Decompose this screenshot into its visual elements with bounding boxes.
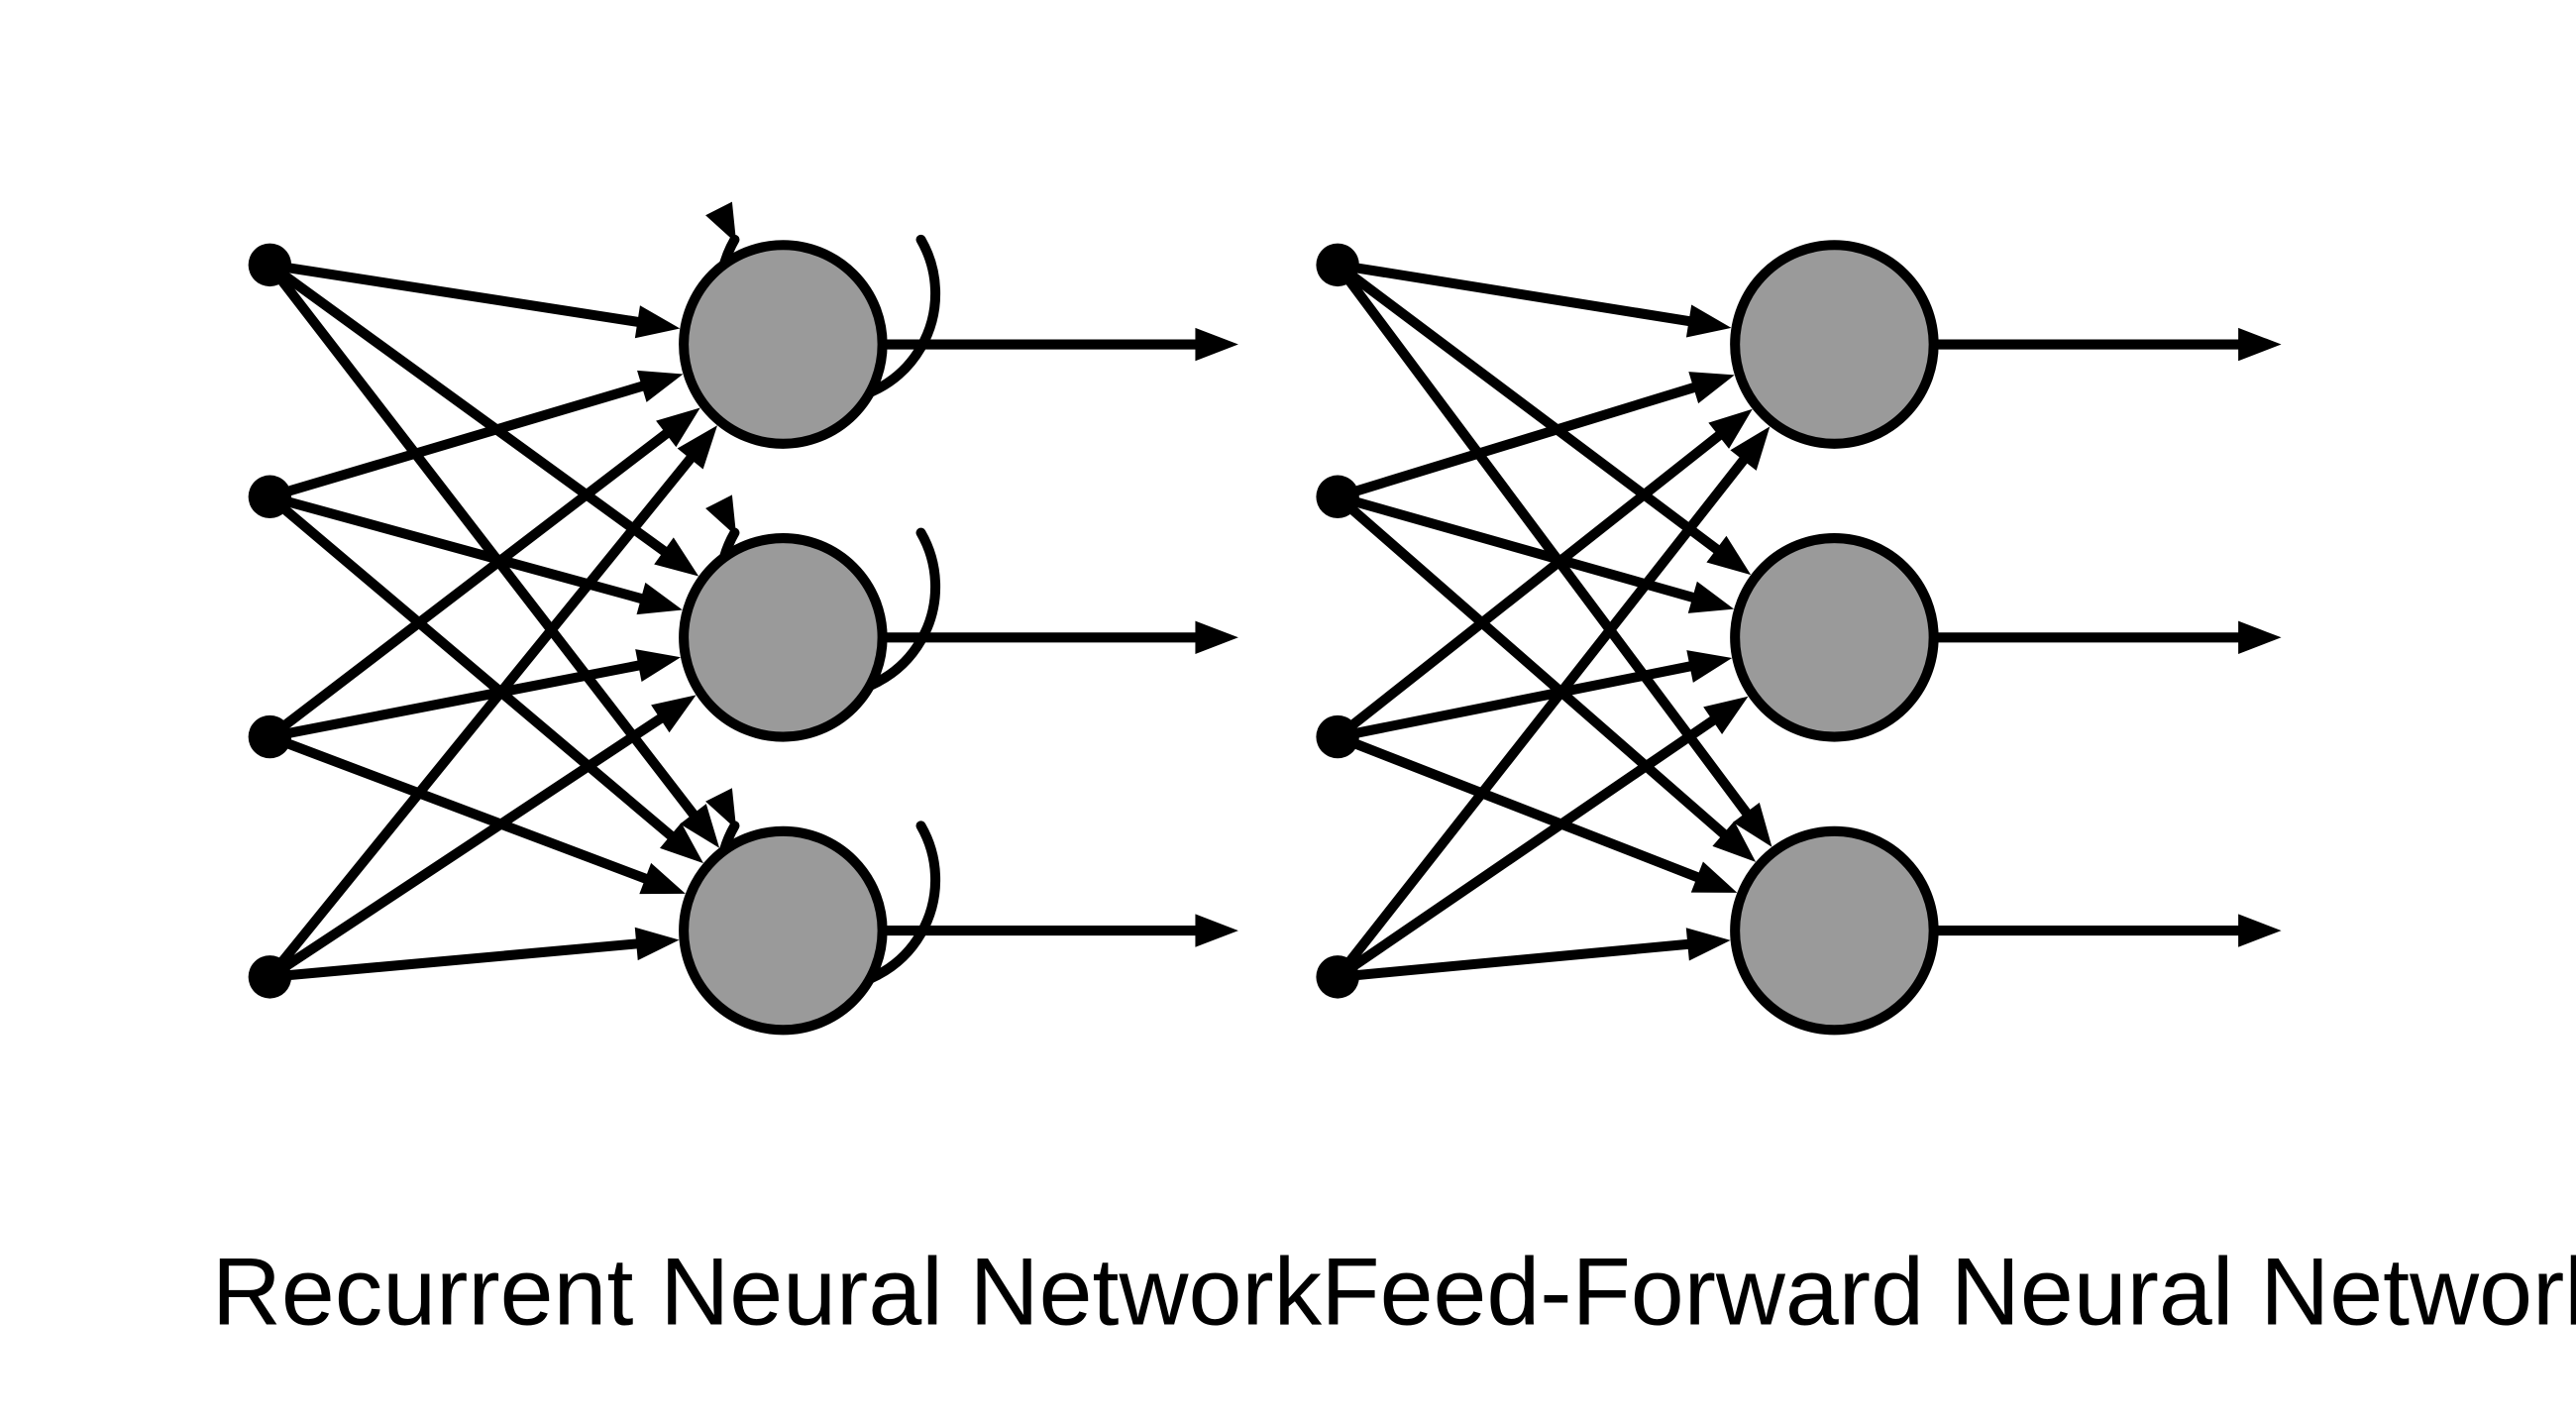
input-node bbox=[1316, 715, 1358, 758]
edge bbox=[290, 371, 683, 491]
hidden-node bbox=[1735, 538, 1934, 737]
input-node bbox=[1316, 244, 1358, 286]
edge bbox=[1357, 744, 1737, 892]
edge bbox=[888, 914, 1238, 946]
input-node bbox=[1316, 476, 1358, 518]
edge bbox=[1939, 914, 2282, 946]
hidden-node bbox=[684, 538, 883, 737]
input-node bbox=[1316, 955, 1358, 998]
input-node bbox=[249, 715, 291, 758]
diagram-svg: Recurrent Neural NetworkFeed-Forward Neu… bbox=[0, 0, 2576, 1424]
input-node bbox=[249, 955, 291, 998]
edge bbox=[1939, 328, 2282, 361]
edge bbox=[1355, 697, 1748, 965]
edge bbox=[888, 621, 1238, 654]
edge bbox=[1939, 621, 2282, 654]
input-node bbox=[249, 244, 291, 286]
hidden-node bbox=[1735, 245, 1934, 444]
edge bbox=[287, 695, 696, 964]
network-rnn: Recurrent Neural Network bbox=[212, 202, 1323, 1346]
edge bbox=[1359, 928, 1731, 975]
hidden-node bbox=[684, 831, 883, 1031]
input-node bbox=[249, 476, 291, 518]
edge bbox=[888, 328, 1238, 361]
hidden-node bbox=[1735, 831, 1934, 1031]
hidden-node bbox=[684, 245, 883, 444]
edge bbox=[291, 928, 680, 975]
network-caption-rnn: Recurrent Neural Network bbox=[212, 1238, 1323, 1346]
diagram-root: Recurrent Neural NetworkFeed-Forward Neu… bbox=[0, 0, 2576, 1424]
network-caption-ffnn: Feed-Forward Neural Network bbox=[1321, 1238, 2576, 1346]
network-ffnn: Feed-Forward Neural Network bbox=[1316, 244, 2576, 1346]
